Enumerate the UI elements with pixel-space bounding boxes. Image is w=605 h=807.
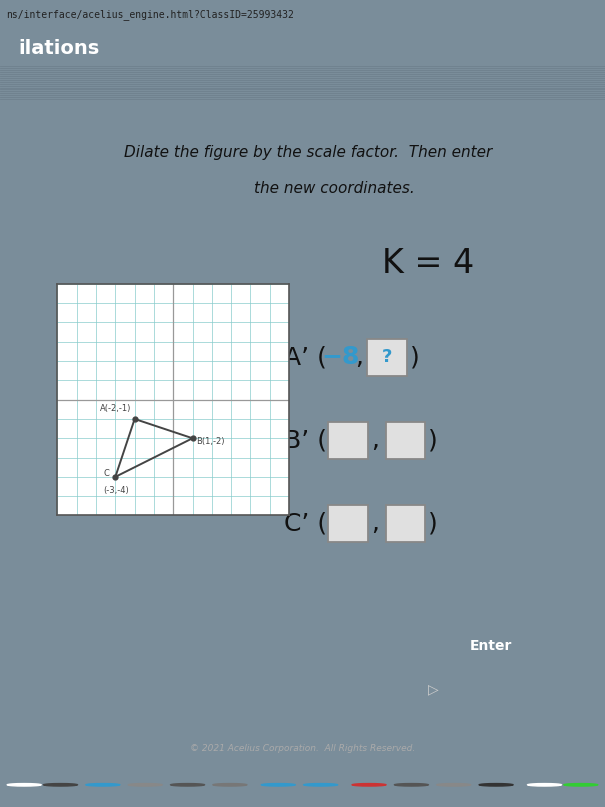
FancyBboxPatch shape: [329, 505, 368, 541]
Text: B(1,-2): B(1,-2): [197, 437, 225, 446]
Text: A(-2,-1): A(-2,-1): [100, 404, 132, 413]
Circle shape: [479, 784, 513, 786]
Text: © 2021 Acelius Corporation.  All Rights Reserved.: © 2021 Acelius Corporation. All Rights R…: [190, 744, 415, 753]
Circle shape: [171, 784, 204, 786]
Text: A’ (: A’ (: [284, 345, 327, 370]
Text: ilations: ilations: [18, 39, 99, 58]
Text: K = 4: K = 4: [382, 247, 474, 280]
Circle shape: [564, 784, 598, 786]
Text: (-3,-4): (-3,-4): [103, 487, 129, 495]
Text: ns/interface/acelius_engine.html?ClassID=25993432: ns/interface/acelius_engine.html?ClassID…: [6, 9, 294, 19]
Text: ): ): [410, 345, 420, 370]
Text: B’ (: B’ (: [284, 429, 327, 453]
Text: C’ (: C’ (: [284, 512, 327, 535]
Circle shape: [86, 784, 120, 786]
Text: the new coordinates.: the new coordinates.: [254, 182, 415, 196]
Text: ): ): [428, 512, 438, 535]
FancyBboxPatch shape: [367, 339, 407, 376]
Text: Dilate the figure by the scale factor.  Then enter: Dilate the figure by the scale factor. T…: [125, 145, 492, 161]
Text: ,: ,: [371, 429, 379, 453]
Circle shape: [437, 784, 471, 786]
Text: ?: ?: [382, 349, 392, 366]
Circle shape: [352, 784, 386, 786]
Circle shape: [528, 784, 561, 786]
Circle shape: [213, 784, 247, 786]
Text: ▷: ▷: [428, 682, 439, 696]
FancyBboxPatch shape: [329, 422, 368, 458]
Circle shape: [261, 784, 295, 786]
Circle shape: [394, 784, 428, 786]
Text: ,: ,: [371, 512, 379, 535]
Text: Enter: Enter: [469, 639, 512, 654]
Circle shape: [44, 784, 77, 786]
Text: −8: −8: [322, 345, 360, 370]
Text: C: C: [103, 470, 110, 479]
Text: ,: ,: [355, 345, 364, 370]
FancyBboxPatch shape: [385, 422, 425, 458]
Circle shape: [304, 784, 338, 786]
Circle shape: [7, 784, 41, 786]
Circle shape: [128, 784, 162, 786]
Text: ): ): [428, 429, 438, 453]
FancyBboxPatch shape: [385, 505, 425, 541]
